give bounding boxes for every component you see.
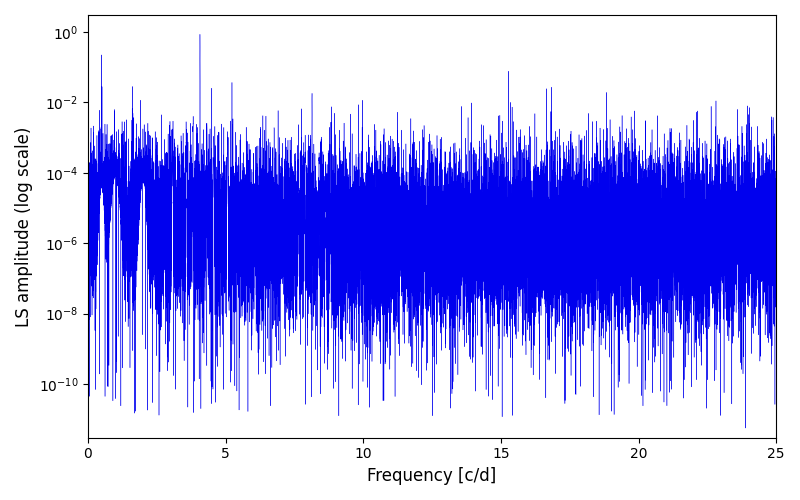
Y-axis label: LS amplitude (log scale): LS amplitude (log scale) <box>15 126 33 326</box>
X-axis label: Frequency [c/d]: Frequency [c/d] <box>367 467 497 485</box>
